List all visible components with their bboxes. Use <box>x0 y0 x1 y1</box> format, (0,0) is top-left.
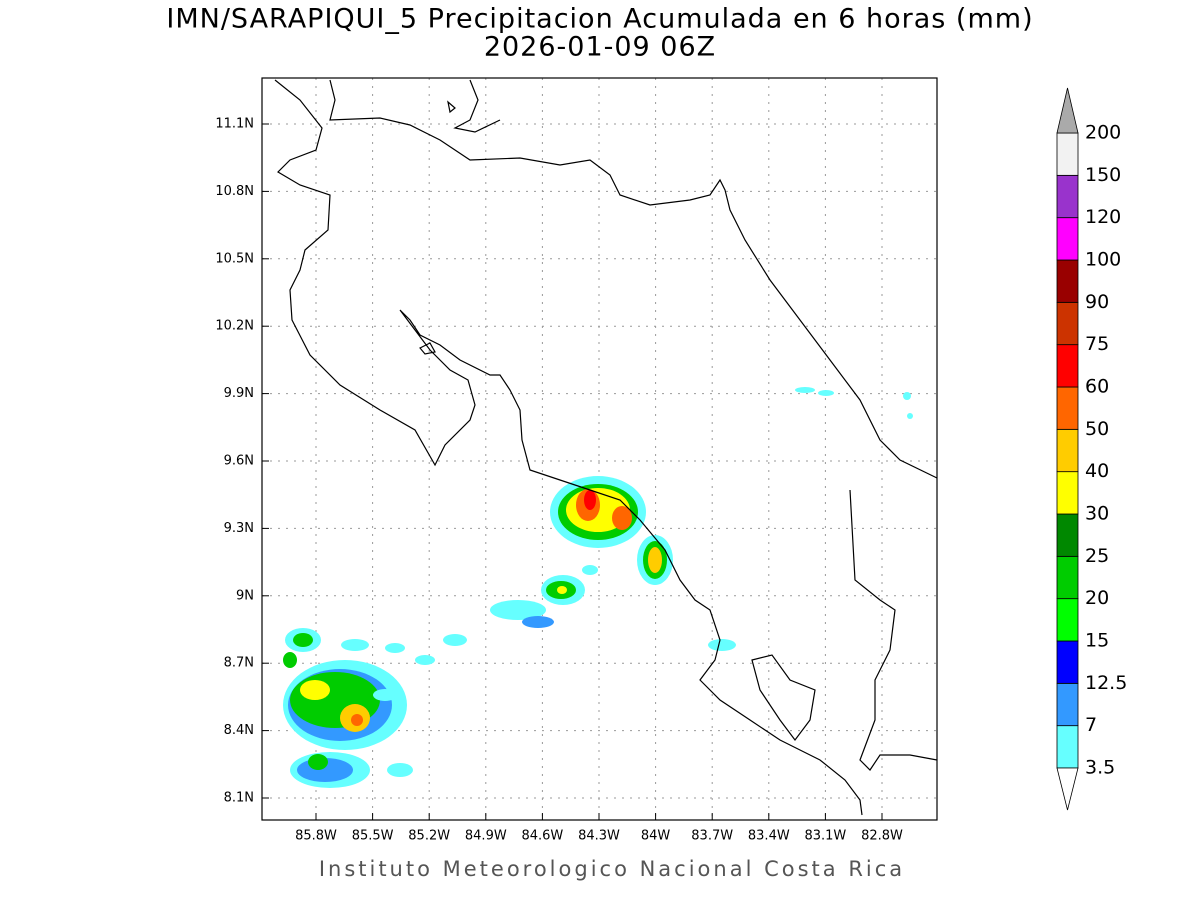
colorbar-label: 30 <box>1085 503 1109 525</box>
coastlines <box>274 79 938 816</box>
plot-frame <box>261 77 938 821</box>
colorbar-label: 40 <box>1085 460 1109 482</box>
x-tick-label: 83.1W <box>804 829 846 844</box>
colorbar-segment <box>1056 725 1079 769</box>
colorbar-label: 100 <box>1085 249 1121 271</box>
y-tick-label: 9.9N <box>224 386 254 401</box>
colorbar-segment <box>1056 386 1079 430</box>
y-tick-label: 10.8N <box>215 184 254 199</box>
colorbar-label: 20 <box>1085 587 1109 609</box>
colorbar-label: 150 <box>1085 164 1121 186</box>
colorbar-segment <box>1056 217 1079 261</box>
colorbar-label: 90 <box>1085 291 1109 313</box>
colorbar-segment <box>1056 555 1079 600</box>
y-tick-label: 8.7N <box>224 656 254 671</box>
colorbar-segment <box>1056 682 1079 727</box>
x-tick-label: 82.8W <box>861 829 903 844</box>
colorbar-segment <box>1056 471 1079 515</box>
colorbar-label: 3.5 <box>1085 757 1115 779</box>
colorbar-label: 60 <box>1085 376 1109 398</box>
x-tick-label: 84.6W <box>521 829 563 844</box>
colorbar-label: 12.5 <box>1085 672 1127 694</box>
x-tick-label: 84W <box>641 829 671 844</box>
colorbar-under <box>1056 767 1079 811</box>
title: IMN/SARAPIQUI_5 Precipitacion Acumulada … <box>166 4 1033 35</box>
colorbar-label: 75 <box>1085 333 1109 355</box>
y-tick-label: 10.5N <box>215 251 254 266</box>
x-tick-label: 84.9W <box>465 829 507 844</box>
y-tick-label: 11.1N <box>215 117 254 132</box>
colorbar-label: 7 <box>1085 714 1097 736</box>
colorbar-segment <box>1056 640 1079 684</box>
colorbar-segment <box>1056 598 1079 642</box>
y-tick-label: 9.6N <box>224 454 254 469</box>
colorbar-segment <box>1056 513 1079 557</box>
y-tick-label: 10.2N <box>215 319 254 334</box>
x-tick-label: 84.3W <box>578 829 620 844</box>
x-tick-label: 83.7W <box>691 829 733 844</box>
colorbar-segment <box>1056 259 1079 303</box>
colorbar-label: 50 <box>1085 418 1109 440</box>
y-tick-label: 8.1N <box>224 791 254 806</box>
y-tick-label: 9.3N <box>224 521 254 536</box>
x-tick-label: 85.8W <box>295 829 337 844</box>
colorbar-label: 15 <box>1085 630 1109 652</box>
colorbar-over <box>1056 87 1079 134</box>
colorbar-segment <box>1056 174 1079 219</box>
colorbar: 3.5 7 12.5 15 20 25 30 40 50 60 75 90 100 120 150 200 <box>1056 87 1127 811</box>
subtitle: 2026-01-09 06Z <box>484 32 716 63</box>
colorbar-label: 200 <box>1085 122 1121 144</box>
colorbar-label: 120 <box>1085 206 1121 228</box>
colorbar-segment <box>1056 344 1079 388</box>
colorbar-label: 25 <box>1085 545 1109 567</box>
footer: Instituto Meteorologico Nacional Costa R… <box>319 857 905 881</box>
x-tick-label: 85.5W <box>352 829 394 844</box>
x-tick-label: 85.2W <box>408 829 450 844</box>
colorbar-segment <box>1056 428 1079 473</box>
precipitation <box>283 387 913 788</box>
x-tick-label: 83.4W <box>748 829 790 844</box>
colorbar-segment <box>1056 301 1079 346</box>
y-tick-label: 9N <box>236 588 254 603</box>
y-tick-label: 8.4N <box>224 723 254 738</box>
colorbar-segment <box>1056 132 1079 176</box>
